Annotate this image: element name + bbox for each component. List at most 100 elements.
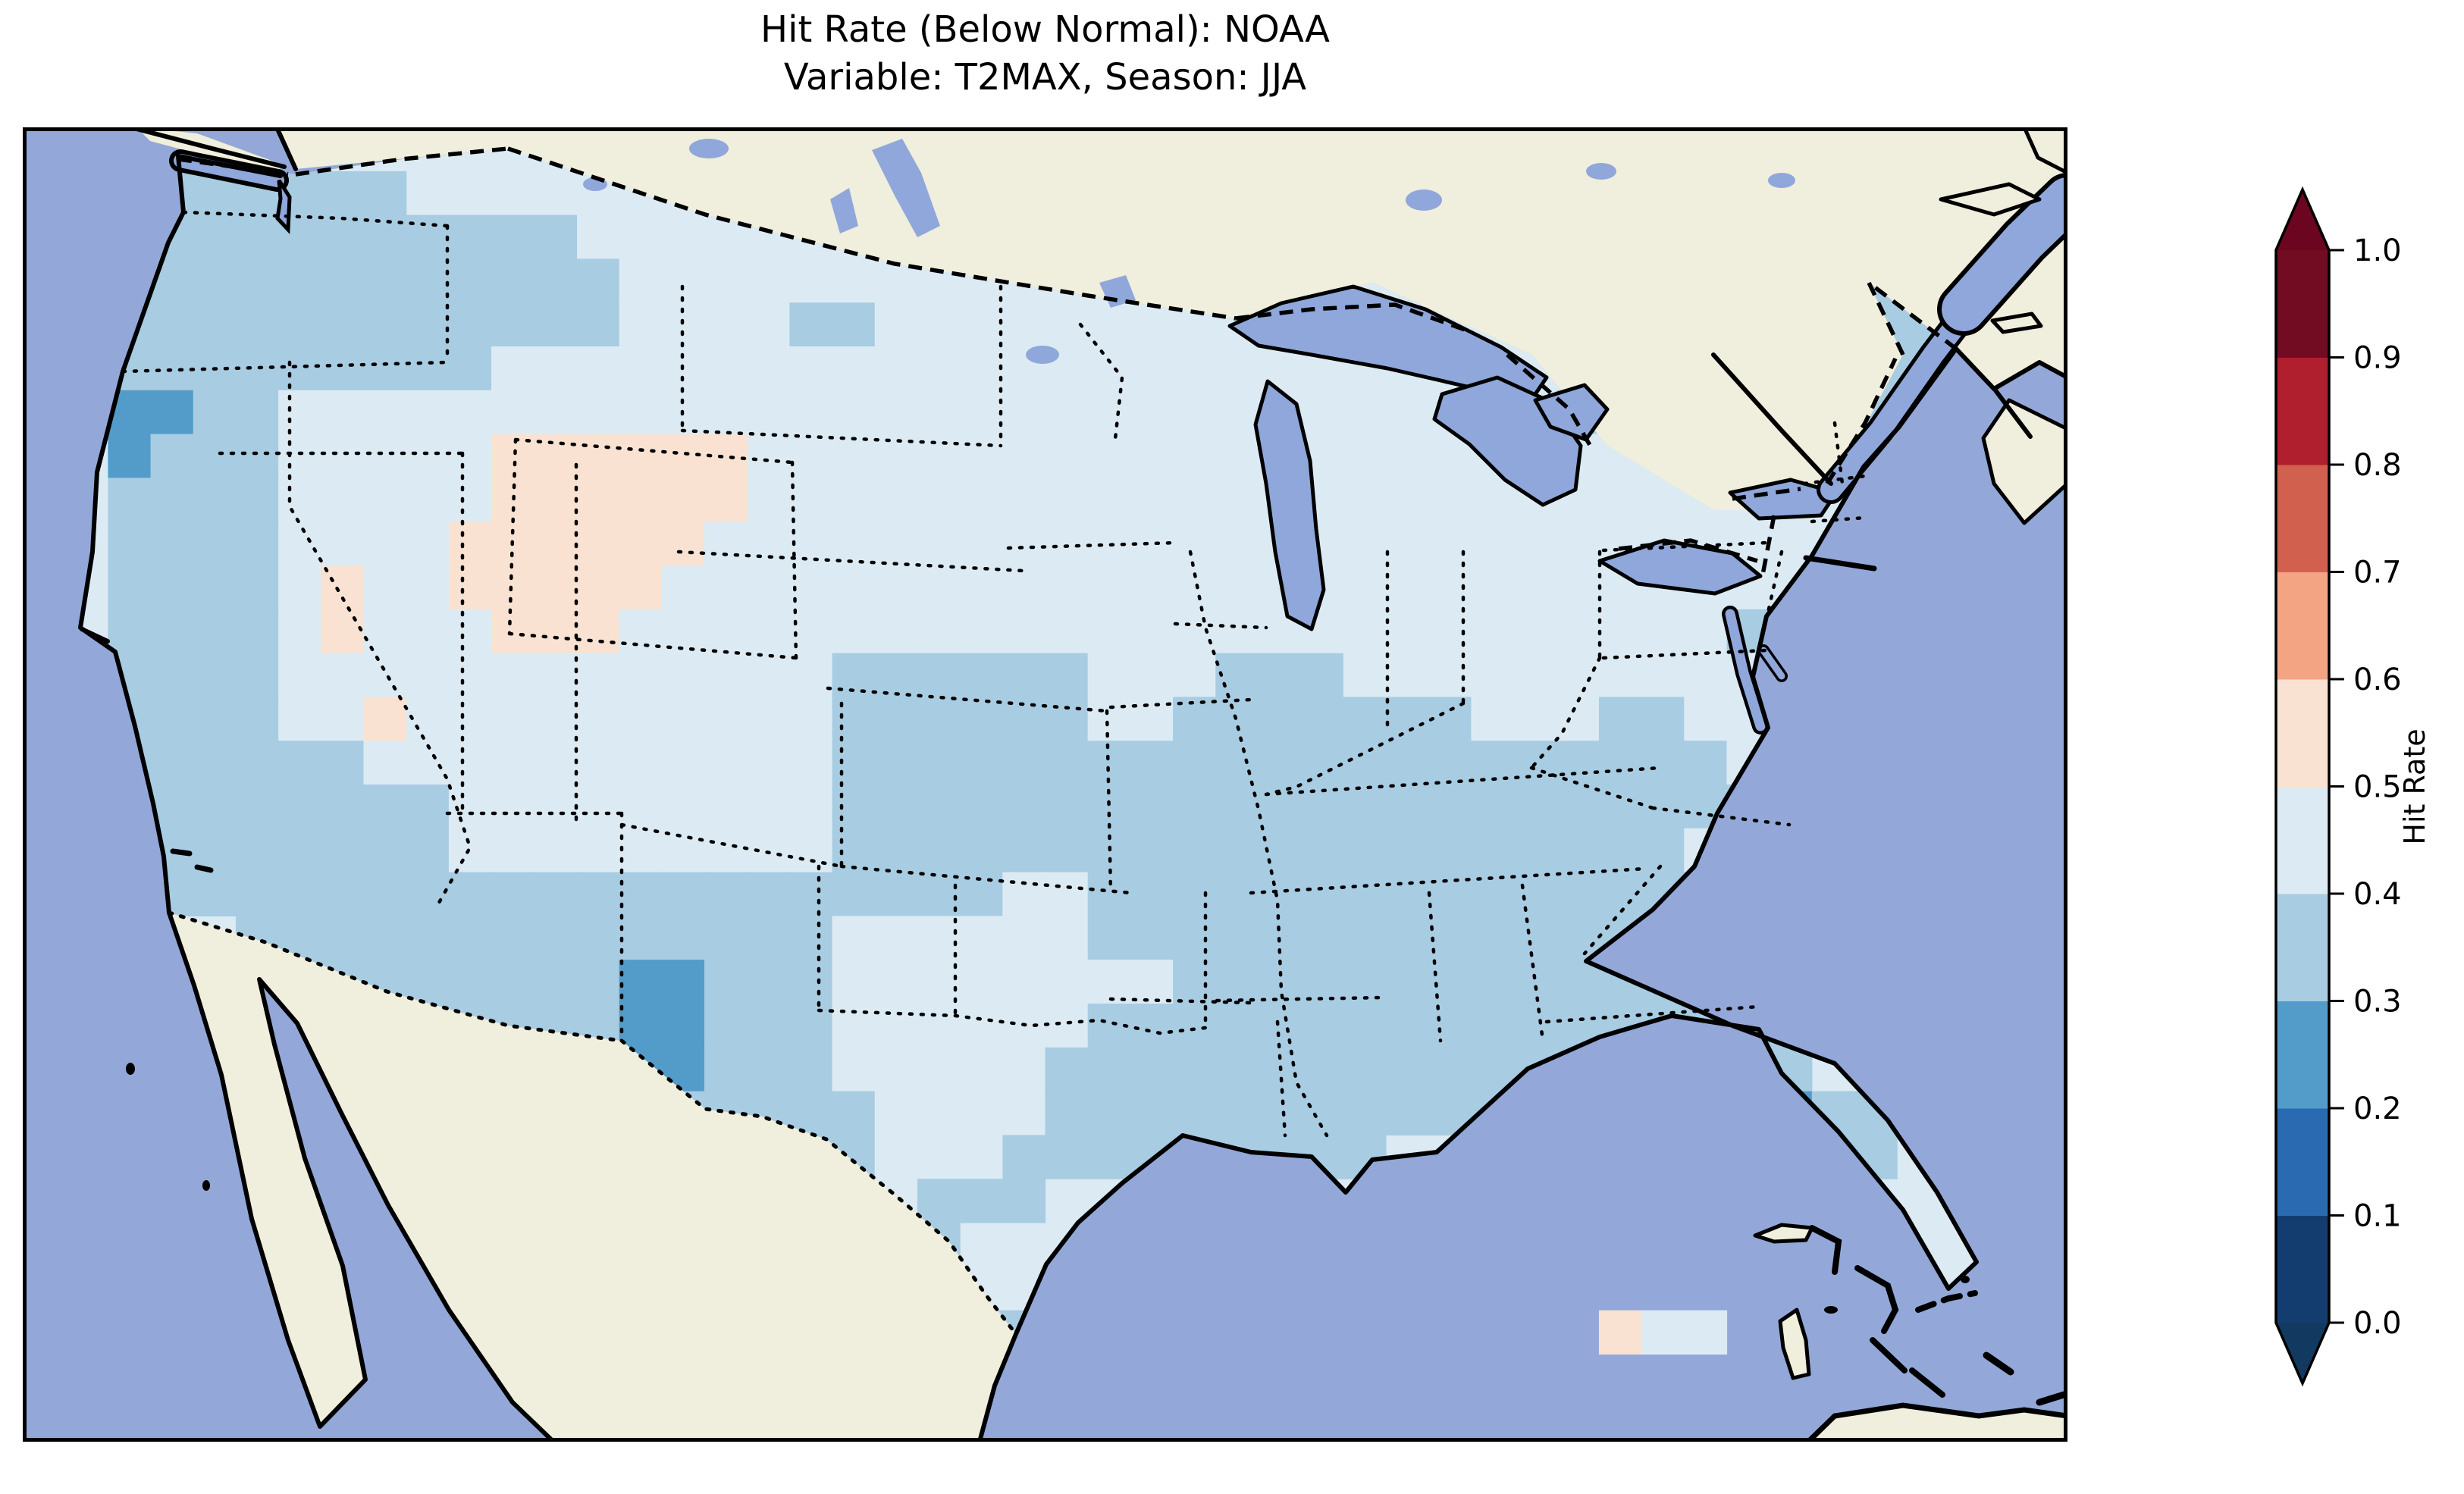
grid-cell: [491, 215, 534, 259]
grid-cell: [363, 346, 407, 391]
grid-cell: [1343, 828, 1387, 873]
grid-cell: [448, 828, 492, 873]
grid-cell: [278, 872, 321, 916]
grid-cell: [534, 916, 578, 960]
grid-cell: [1045, 609, 1089, 654]
grid-cell: [874, 697, 918, 741]
grid-cell: [1343, 390, 1387, 435]
grid-cell: [1556, 697, 1600, 741]
grid-cell: [960, 1004, 1003, 1048]
grid-cell: [1130, 1091, 1174, 1135]
grid-cell: [1002, 1047, 1046, 1092]
grid-cell: [1556, 653, 1600, 697]
grid-cell: [1598, 741, 1642, 785]
grid-cell: [917, 390, 961, 435]
grid-cell: [917, 916, 961, 960]
grid-cell: [1002, 1135, 1046, 1179]
grid-cell: [1386, 653, 1429, 697]
grid-cell: [534, 390, 578, 435]
grid-cell: [1002, 434, 1046, 478]
grid-cell: [1343, 521, 1387, 566]
grid-cell: [1428, 697, 1472, 741]
grid-cell: [108, 521, 152, 566]
grid-cell: [1130, 1047, 1174, 1092]
grid-cell: [491, 697, 534, 741]
grid-cell: [150, 565, 194, 610]
grid-cell: [363, 741, 407, 785]
grid-cell: [1386, 434, 1429, 478]
grid-cell: [406, 960, 450, 1004]
grid-cell: [193, 258, 237, 303]
grid-cell: [704, 258, 748, 303]
grid-cell: [321, 258, 365, 303]
chesapeake-bay: [1722, 606, 1788, 734]
grid-cell: [448, 960, 492, 1004]
abaco-island: [1809, 1225, 1842, 1275]
grid-cell: [534, 653, 578, 697]
colorbar-segment: [2276, 250, 2329, 358]
grid-cell: [619, 346, 663, 391]
grid-cell: [1428, 609, 1472, 654]
grid-cell: [321, 916, 365, 960]
grid-cell: [960, 916, 1003, 960]
colorbar: 0.0 0.1 0.2 0.3 0.4 0.5 0.6 0.7 0.8 0.9 1.0 Hit Ra…: [2274, 186, 2431, 1387]
colorbar-segment: [2276, 357, 2329, 465]
grid-cell: [193, 741, 237, 785]
grid-cell: [278, 521, 321, 566]
bahamas-cay: [1824, 1306, 1838, 1314]
grid-cell: [1386, 872, 1429, 916]
grid-cell: [406, 609, 450, 654]
grid-cell: [1386, 1091, 1429, 1135]
grid-cell: [1045, 1091, 1089, 1135]
grid-cell: [1087, 960, 1131, 1004]
grid-cell: [576, 828, 620, 873]
grid-cell: [917, 565, 961, 610]
grid-cell: [1556, 916, 1600, 960]
grid-cell: [1598, 1310, 1642, 1355]
canada-lake: [1768, 173, 1795, 188]
andros-island: [1778, 1308, 1811, 1380]
grid-cell: [1045, 960, 1089, 1004]
grid-cell: [193, 697, 237, 741]
grid-cell: [534, 565, 578, 610]
grid-cell: [576, 434, 620, 478]
grid-cell: [534, 697, 578, 741]
grid-cell: [1471, 697, 1515, 741]
grid-cell: [619, 916, 663, 960]
grid-cell: [832, 785, 876, 829]
grid-cell: [1045, 828, 1089, 873]
grid-cell: [1343, 609, 1387, 654]
grid-cell: [576, 653, 620, 697]
grid-cell: [1087, 390, 1131, 435]
grand-bahama: [1753, 1223, 1814, 1244]
grid-cell: [1641, 741, 1685, 785]
grid-cell: [235, 872, 279, 916]
grid-cell: [321, 565, 365, 610]
grid-cell: [363, 521, 407, 566]
grid-cell: [917, 1004, 961, 1048]
grid-cell: [960, 478, 1003, 522]
grid-cell: [619, 697, 663, 741]
grid-cell: [150, 390, 194, 435]
grid-cell: [1258, 828, 1302, 873]
grid-cell: [1215, 916, 1259, 960]
grid-cell: [1215, 346, 1259, 391]
grid-cell: [448, 741, 492, 785]
grid-cell: [1684, 609, 1728, 654]
grid-cell: [917, 302, 961, 347]
grid-cell: [534, 828, 578, 873]
map-panel: [23, 127, 2067, 1442]
grid-cell: [193, 434, 237, 478]
grid-cell: [1343, 697, 1387, 741]
grid-cell: [789, 741, 833, 785]
colorbar-segment: [2276, 786, 2329, 894]
grid-cell: [704, 521, 748, 566]
grid-cell: [619, 478, 663, 522]
grid-cell: [193, 478, 237, 522]
grid-cell: [108, 565, 152, 610]
grid-cell: [193, 390, 237, 435]
grid-cell: [1173, 741, 1216, 785]
lake-michigan: [1253, 379, 1326, 631]
grid-cell: [1258, 1091, 1302, 1135]
grid-cell: [321, 609, 365, 654]
